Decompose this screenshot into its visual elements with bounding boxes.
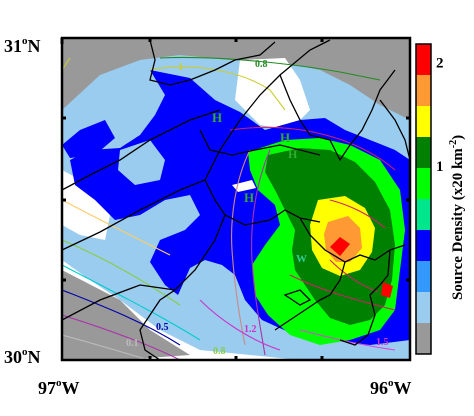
contour-line [62, 289, 181, 346]
boundary-line [62, 39, 331, 251]
label-h1: H [212, 110, 222, 125]
label-w1: W [296, 253, 307, 265]
label-1.2: 1.2 [244, 324, 257, 335]
county-boundaries [62, 39, 410, 360]
density-lightblue-hole [118, 140, 165, 185]
map-ticks [60, 38, 410, 360]
label-h4: H [244, 190, 254, 205]
label-0.8-bottom: 0.8 [213, 346, 226, 357]
label-1: 1 [178, 62, 183, 73]
boundary-line [379, 99, 410, 161]
colorbar-segment [416, 44, 431, 76]
colorbar-tick-labels: 21 [436, 56, 444, 175]
contour-line [229, 126, 396, 171]
contour-line [62, 314, 181, 360]
density-red-spot [381, 282, 393, 298]
contour-line [199, 299, 281, 351]
contour-line [231, 149, 251, 346]
boundary-line [62, 284, 176, 321]
colorbar-segment [416, 323, 431, 355]
colorbar-segment [416, 106, 431, 138]
lon-label-right: 96oW [370, 377, 412, 398]
contour-lines [62, 56, 396, 360]
contour-line [159, 56, 381, 81]
contour-line [62, 264, 201, 341]
colorbar [416, 44, 431, 355]
map-panel: H H H H W 0.8 1 0.5 0.8 0.1 1.5 1.2 [62, 38, 410, 360]
contour-line [299, 329, 396, 351]
boundary-line [204, 179, 321, 226]
contour-line [289, 274, 396, 311]
boundary-line [283, 289, 312, 306]
lat-label-bottom: 30oN [4, 346, 41, 367]
label-0.8-top: 0.8 [255, 59, 268, 70]
boundary-line [199, 129, 321, 156]
contour-line [62, 239, 181, 306]
boundary-line [149, 39, 276, 86]
colorbar-frame [415, 43, 432, 355]
label-1.5: 1.5 [376, 337, 389, 348]
boundary-line [139, 214, 226, 360]
label-h2: H [280, 130, 290, 145]
colorbar-segment [416, 199, 431, 231]
blank-hole [232, 180, 256, 192]
colorbar-segment [416, 75, 431, 107]
colorbar-tick-label: 1 [436, 159, 444, 175]
density-blue-area-2 [62, 120, 115, 158]
boundary-line [274, 261, 346, 331]
label-h3: H [288, 147, 298, 161]
boundary-line [299, 217, 406, 263]
lat-label-top: 31oN [4, 35, 41, 56]
lon-label-left: 97oW [38, 377, 80, 398]
boundary-line [339, 249, 391, 346]
colorbar-segment [416, 168, 431, 200]
contour-line [251, 149, 271, 356]
colorbar-tick-label: 2 [436, 56, 444, 72]
blank-area-2 [62, 170, 110, 240]
contour-line [62, 199, 171, 256]
colorbar-segment [416, 292, 431, 324]
colorbar-segment [416, 137, 431, 169]
density-gray-area-south [62, 270, 190, 360]
colorbar-segment [416, 230, 431, 262]
density-orange-area [324, 216, 362, 262]
contour-line [62, 334, 151, 360]
boundary-line [62, 109, 221, 191]
colorbar-segment [416, 261, 431, 293]
boundary-line [279, 69, 396, 162]
contour-line [329, 199, 386, 293]
label-0.5: 0.5 [156, 322, 169, 333]
label-0.1: 0.1 [126, 338, 139, 349]
colorbar-title: Source Density (x20 km-2) [448, 135, 466, 300]
density-red-area [330, 237, 350, 256]
contour-line [62, 57, 286, 111]
